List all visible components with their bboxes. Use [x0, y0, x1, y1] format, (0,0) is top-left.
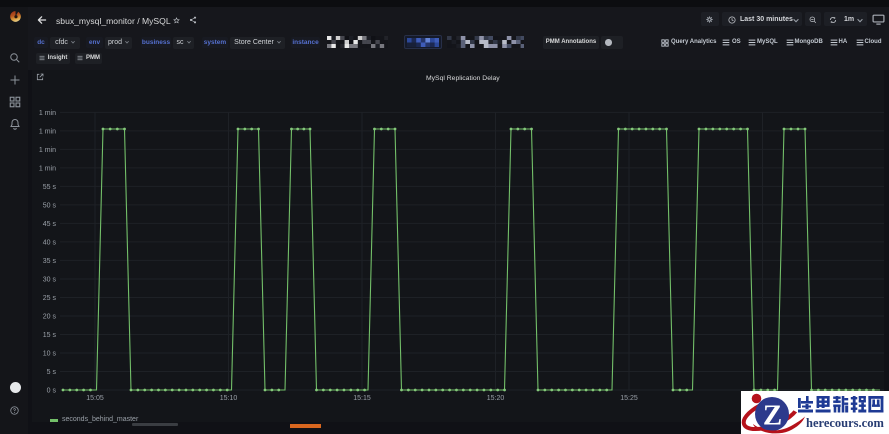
svg-text:1 min: 1 min — [39, 165, 56, 172]
svg-text:40 s: 40 s — [43, 239, 57, 246]
svg-text:15:25: 15:25 — [620, 395, 638, 402]
svg-text:1 min: 1 min — [39, 147, 56, 154]
svg-text:45 s: 45 s — [43, 221, 57, 228]
svg-text:15:15: 15:15 — [353, 395, 371, 402]
svg-text:15:10: 15:10 — [220, 395, 238, 402]
svg-text:1 min: 1 min — [39, 110, 56, 117]
svg-text:35 s: 35 s — [43, 258, 57, 265]
svg-text:5 s: 5 s — [47, 369, 57, 376]
svg-text:0 s: 0 s — [47, 388, 57, 395]
svg-text:55 s: 55 s — [43, 184, 57, 191]
svg-text:15:05: 15:05 — [86, 395, 104, 402]
svg-text:50 s: 50 s — [43, 202, 57, 209]
svg-text:15 s: 15 s — [43, 332, 57, 339]
svg-text:10 s: 10 s — [43, 350, 57, 357]
svg-text:25 s: 25 s — [43, 295, 57, 302]
svg-text:15:20: 15:20 — [487, 395, 505, 402]
svg-text:20 s: 20 s — [43, 313, 57, 320]
svg-text:1 min: 1 min — [39, 128, 56, 135]
svg-text:Z: Z — [763, 400, 782, 432]
svg-text:30 s: 30 s — [43, 276, 57, 283]
